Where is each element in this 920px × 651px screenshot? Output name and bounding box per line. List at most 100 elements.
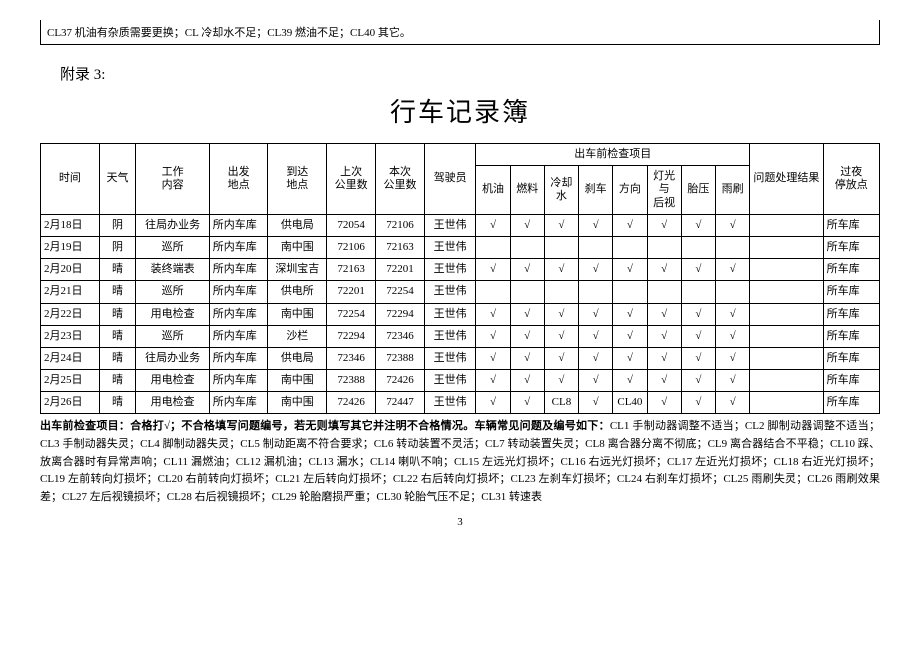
table-cell: √ (681, 259, 715, 281)
table-row: 2月25日晴用电检查所内车库南中围7238872426王世伟√√√√√√√√所车… (41, 370, 880, 392)
table-cell: √ (613, 325, 647, 347)
table-cell (750, 214, 823, 236)
table-cell: 晴 (99, 347, 136, 369)
table-cell: √ (579, 347, 613, 369)
table-cell: 所内车库 (209, 325, 268, 347)
table-cell (681, 281, 715, 303)
table-cell: 晴 (99, 259, 136, 281)
table-cell: 所车库 (823, 236, 879, 258)
table-cell (613, 281, 647, 303)
table-cell: √ (476, 370, 510, 392)
table-cell: √ (715, 347, 749, 369)
table-cell: 巡所 (136, 325, 209, 347)
table-cell: 2月24日 (41, 347, 100, 369)
table-cell: 用电检查 (136, 303, 209, 325)
log-table: 时间 天气 工作内容 出发地点 到达地点 上次公里数 本次公里数 驾驶员 出车前… (40, 143, 880, 414)
table-cell (476, 236, 510, 258)
table-cell: 72054 (327, 214, 376, 236)
table-cell: 2月25日 (41, 370, 100, 392)
th-check-group: 出车前检查项目 (476, 144, 750, 166)
table-cell: 72254 (327, 303, 376, 325)
table-cell (715, 236, 749, 258)
table-cell: 所内车库 (209, 281, 268, 303)
table-cell: 王世伟 (424, 392, 475, 414)
top-note: CL37 机油有杂质需要更换；CL 冷却水不足；CL39 燃油不足；CL40 其… (40, 20, 880, 45)
table-cell: √ (613, 303, 647, 325)
table-cell: 72426 (376, 370, 425, 392)
th-chk-3: 刹车 (579, 166, 613, 215)
table-cell: √ (510, 259, 544, 281)
table-cell: 王世伟 (424, 303, 475, 325)
table-cell: √ (647, 392, 681, 414)
table-cell: 王世伟 (424, 281, 475, 303)
table-cell (510, 281, 544, 303)
table-cell: 72201 (327, 281, 376, 303)
table-cell: √ (715, 259, 749, 281)
table-cell: √ (510, 303, 544, 325)
table-cell: √ (476, 303, 510, 325)
th-chk-5: 灯光与后视 (647, 166, 681, 215)
table-cell: 王世伟 (424, 259, 475, 281)
table-row: 2月21日晴巡所所内车库供电所7220172254王世伟所车库 (41, 281, 880, 303)
table-cell (510, 236, 544, 258)
table-cell: 所内车库 (209, 259, 268, 281)
table-cell: 所内车库 (209, 236, 268, 258)
table-cell (750, 281, 823, 303)
table-cell: √ (715, 370, 749, 392)
table-cell: √ (681, 347, 715, 369)
table-cell: √ (544, 347, 578, 369)
table-cell: √ (613, 347, 647, 369)
appendix-label: 附录 3: (60, 63, 880, 84)
table-row: 2月22日晴用电检查所内车库南中围7225472294王世伟√√√√√√√√所车… (41, 303, 880, 325)
th-depart: 出发地点 (209, 144, 268, 215)
table-cell (613, 236, 647, 258)
th-chk-0: 机油 (476, 166, 510, 215)
table-cell: √ (681, 303, 715, 325)
table-cell: 所车库 (823, 392, 879, 414)
table-cell: 阴 (99, 236, 136, 258)
table-cell: 所车库 (823, 259, 879, 281)
table-cell: 所车库 (823, 347, 879, 369)
table-cell: √ (647, 347, 681, 369)
table-cell: √ (476, 214, 510, 236)
table-cell: 王世伟 (424, 236, 475, 258)
table-cell: √ (647, 325, 681, 347)
table-cell (750, 236, 823, 258)
th-this-km: 本次公里数 (376, 144, 425, 215)
th-last-km: 上次公里数 (327, 144, 376, 215)
table-cell: 2月22日 (41, 303, 100, 325)
th-date: 时间 (41, 144, 100, 215)
th-result: 问题处理结果 (750, 144, 823, 215)
table-cell: √ (476, 347, 510, 369)
table-cell: 巡所 (136, 281, 209, 303)
table-cell: √ (579, 370, 613, 392)
table-cell: 南中围 (268, 370, 327, 392)
table-cell (750, 303, 823, 325)
table-cell: √ (715, 303, 749, 325)
table-cell: 72426 (327, 392, 376, 414)
table-cell: √ (579, 303, 613, 325)
table-cell: √ (579, 392, 613, 414)
table-cell: 2月18日 (41, 214, 100, 236)
table-cell: √ (510, 392, 544, 414)
table-cell: 72388 (327, 370, 376, 392)
table-cell: √ (681, 392, 715, 414)
table-cell: 所内车库 (209, 303, 268, 325)
table-cell: 所内车库 (209, 214, 268, 236)
table-cell: 装终端表 (136, 259, 209, 281)
table-cell: 晴 (99, 392, 136, 414)
table-cell: √ (647, 214, 681, 236)
table-row: 2月18日阴往局办业务所内车库供电局7205472106王世伟√√√√√√√√所… (41, 214, 880, 236)
table-cell: √ (715, 214, 749, 236)
table-cell: √ (579, 325, 613, 347)
table-cell: √ (613, 370, 647, 392)
table-cell (750, 259, 823, 281)
page-title: 行车记录簿 (40, 92, 880, 129)
table-cell: √ (681, 214, 715, 236)
table-cell (579, 281, 613, 303)
table-cell (544, 281, 578, 303)
table-cell: 供电局 (268, 347, 327, 369)
table-cell: √ (715, 325, 749, 347)
table-cell: √ (613, 259, 647, 281)
table-cell: 王世伟 (424, 370, 475, 392)
